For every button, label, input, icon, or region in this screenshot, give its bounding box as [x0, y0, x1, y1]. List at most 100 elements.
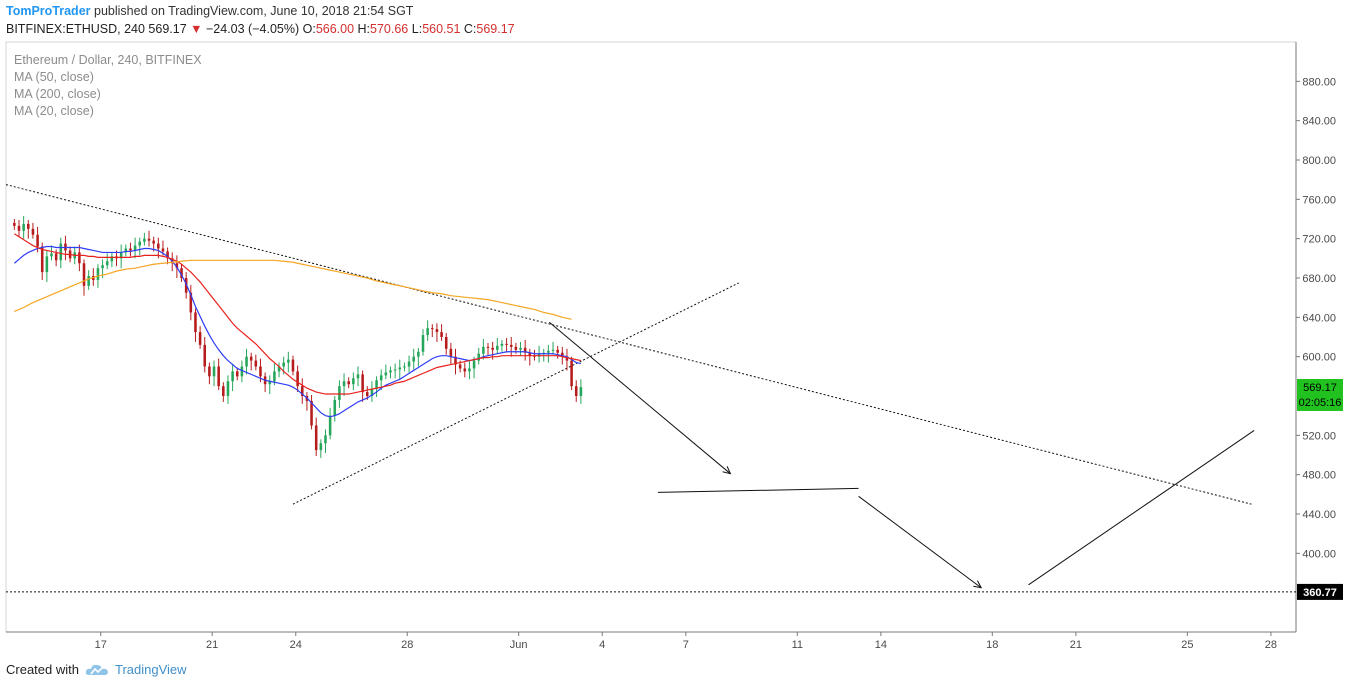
candle-body[interactable] — [180, 268, 183, 278]
candle-body[interactable] — [561, 352, 564, 357]
projection-flat-line[interactable] — [657, 487, 859, 493]
candle-body[interactable] — [421, 335, 425, 352]
candle-body[interactable] — [509, 344, 513, 347]
candle-body[interactable] — [175, 263, 179, 269]
candle-body[interactable] — [110, 256, 114, 262]
legend-ma50[interactable]: MA (50, close) — [14, 70, 94, 84]
candle-body[interactable] — [417, 351, 420, 357]
candle-body[interactable] — [249, 356, 253, 361]
candle-body[interactable] — [454, 356, 457, 365]
candle-body[interactable] — [54, 253, 58, 261]
candle-body[interactable] — [356, 374, 360, 379]
candle-body[interactable] — [133, 245, 137, 251]
candle-body[interactable] — [551, 349, 555, 351]
candle-body[interactable] — [300, 386, 304, 396]
candle-body[interactable] — [17, 225, 21, 231]
chart-area[interactable]: 880.00 840.00 800.00 760.00 720.00 680.00 640.… — [0, 40, 1348, 670]
candle-body[interactable] — [519, 347, 522, 350]
candle-body[interactable] — [40, 246, 44, 273]
candle-body[interactable] — [482, 346, 485, 354]
candle-body[interactable] — [407, 361, 411, 367]
candle-body[interactable] — [310, 400, 313, 426]
candle-body[interactable] — [352, 378, 355, 385]
candle-body[interactable] — [282, 362, 285, 367]
candle-body[interactable] — [129, 248, 132, 251]
candle-body[interactable] — [440, 332, 443, 337]
candle-body[interactable] — [36, 234, 39, 247]
candle-body[interactable] — [477, 353, 480, 361]
candle-body[interactable] — [203, 344, 207, 367]
candle-body[interactable] — [431, 328, 434, 330]
candle-body[interactable] — [528, 352, 532, 356]
candle-body[interactable] — [333, 399, 337, 416]
projection-arrow-1[interactable] — [548, 321, 731, 475]
author-link[interactable]: TomProTrader — [6, 4, 91, 18]
candle-body[interactable] — [273, 371, 276, 382]
candle-body[interactable] — [523, 347, 527, 353]
candle-body[interactable] — [105, 261, 109, 266]
candle-body[interactable] — [45, 256, 49, 273]
projection-rise-line[interactable] — [1028, 430, 1255, 586]
candle-body[interactable] — [152, 240, 155, 244]
candle-body[interactable] — [574, 386, 578, 396]
candle-body[interactable] — [31, 228, 35, 235]
candle-body[interactable] — [268, 381, 272, 385]
candle-body[interactable] — [449, 348, 453, 357]
symbol-label[interactable]: BITFINEX:ETHUSD, 240 — [6, 22, 145, 36]
candle-body[interactable] — [486, 346, 490, 348]
candle-body[interactable] — [59, 243, 63, 261]
candle-body[interactable] — [296, 371, 299, 387]
candle-body[interactable] — [361, 374, 364, 393]
candle-body[interactable] — [338, 386, 341, 400]
candle-body[interactable] — [505, 343, 508, 345]
candle-body[interactable] — [82, 263, 86, 286]
candle-body[interactable] — [319, 443, 323, 451]
candle-body[interactable] — [254, 360, 258, 367]
candle-body[interactable] — [222, 386, 225, 396]
projection-arrow-2[interactable] — [858, 495, 982, 589]
candle-body[interactable] — [161, 248, 165, 252]
candle-body[interactable] — [342, 381, 346, 387]
candle-body[interactable] — [463, 368, 467, 372]
candle-body[interactable] — [379, 375, 383, 381]
candle-body[interactable] — [468, 368, 471, 372]
candle-body[interactable] — [217, 366, 220, 387]
candle-body[interactable] — [314, 425, 318, 451]
legend-ma20[interactable]: MA (20, close) — [14, 104, 94, 118]
tradingview-brand-link[interactable]: TradingView — [114, 662, 187, 677]
candle-body[interactable] — [435, 329, 439, 333]
candle-body[interactable] — [277, 366, 281, 372]
candle-body[interactable] — [147, 238, 151, 241]
candle-body[interactable] — [328, 415, 332, 436]
candle-body[interactable] — [50, 253, 53, 257]
candle-body[interactable] — [212, 366, 216, 377]
candle-body[interactable] — [365, 392, 369, 396]
price-chart[interactable]: 880.00 840.00 800.00 760.00 720.00 680.00 640.… — [0, 40, 1348, 670]
candle-body[interactable] — [403, 366, 406, 368]
candle-body[interactable] — [138, 241, 142, 246]
support-trendline[interactable] — [292, 282, 739, 505]
candle-body[interactable] — [496, 345, 499, 350]
candle-body[interactable] — [87, 276, 90, 286]
candle-body[interactable] — [324, 435, 327, 444]
resistance-trendline[interactable] — [5, 184, 1252, 505]
candle-body[interactable] — [547, 350, 550, 353]
candle-body[interactable] — [143, 238, 146, 242]
candle-body[interactable] — [398, 367, 402, 370]
candle-body[interactable] — [124, 248, 128, 253]
candle-body[interactable] — [570, 360, 573, 387]
candle-body[interactable] — [240, 366, 244, 377]
candle-body[interactable] — [370, 389, 374, 396]
candle-body[interactable] — [384, 372, 388, 376]
candle-body[interactable] — [389, 370, 392, 373]
candle-body[interactable] — [287, 359, 290, 363]
candle-body[interactable] — [491, 347, 494, 350]
candle-body[interactable] — [235, 371, 239, 377]
candle-body[interactable] — [226, 381, 230, 396]
candle-body[interactable] — [514, 346, 518, 350]
candle-body[interactable] — [565, 356, 569, 361]
candle-body[interactable] — [101, 265, 104, 269]
candle-body[interactable] — [426, 328, 429, 336]
candle-body[interactable] — [375, 380, 378, 390]
candle-body[interactable] — [198, 332, 202, 345]
